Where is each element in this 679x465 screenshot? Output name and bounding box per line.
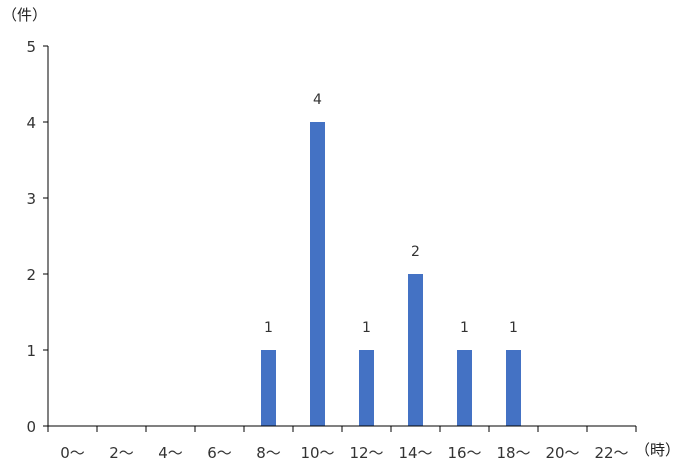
- x-tick-label-10: 20～: [545, 444, 579, 462]
- x-tick-label-0: 0～: [60, 444, 85, 462]
- x-tick-label-9: 18～: [496, 444, 530, 462]
- data-label-5: 4: [313, 92, 322, 108]
- y-tick-label-2: 2: [26, 266, 36, 284]
- x-tick-label-2: 4～: [158, 444, 183, 462]
- x-tick-label-7: 14～: [398, 444, 432, 462]
- y-tick-label-4: 4: [26, 114, 36, 132]
- y-tick-label-1: 1: [26, 342, 36, 360]
- labels-group: 0～ 2～ 4～ 6～18～410～112～214～116～118～ 20～ 22～012…: [26, 38, 628, 462]
- data-label-6: 1: [362, 320, 371, 336]
- x-tick-label-1: 2～: [109, 444, 134, 462]
- y-axis-unit: （件）: [2, 6, 47, 24]
- axes-group: [43, 45, 637, 432]
- x-tick-label-11: 22～: [594, 444, 628, 462]
- bar-5: [310, 122, 325, 426]
- bars-group: [261, 122, 521, 426]
- x-tick-label-5: 10～: [300, 444, 334, 462]
- data-label-7: 2: [411, 244, 420, 260]
- x-tick-label-3: 6～: [207, 444, 232, 462]
- y-tick-label-5: 5: [26, 38, 36, 56]
- bar-8: [457, 350, 472, 426]
- bar-9: [506, 350, 521, 426]
- data-label-8: 1: [460, 320, 469, 336]
- bar-6: [359, 350, 374, 426]
- bar-7: [408, 274, 423, 426]
- x-tick-label-4: 8～: [256, 444, 281, 462]
- data-label-9: 1: [509, 320, 518, 336]
- data-label-4: 1: [264, 320, 273, 336]
- bar-4: [261, 350, 276, 426]
- x-tick-label-6: 12～: [349, 444, 383, 462]
- y-tick-label-0: 0: [26, 418, 36, 436]
- x-axis-unit: （時）: [635, 441, 679, 459]
- x-tick-label-8: 16～: [447, 444, 481, 462]
- y-tick-label-3: 3: [26, 190, 36, 208]
